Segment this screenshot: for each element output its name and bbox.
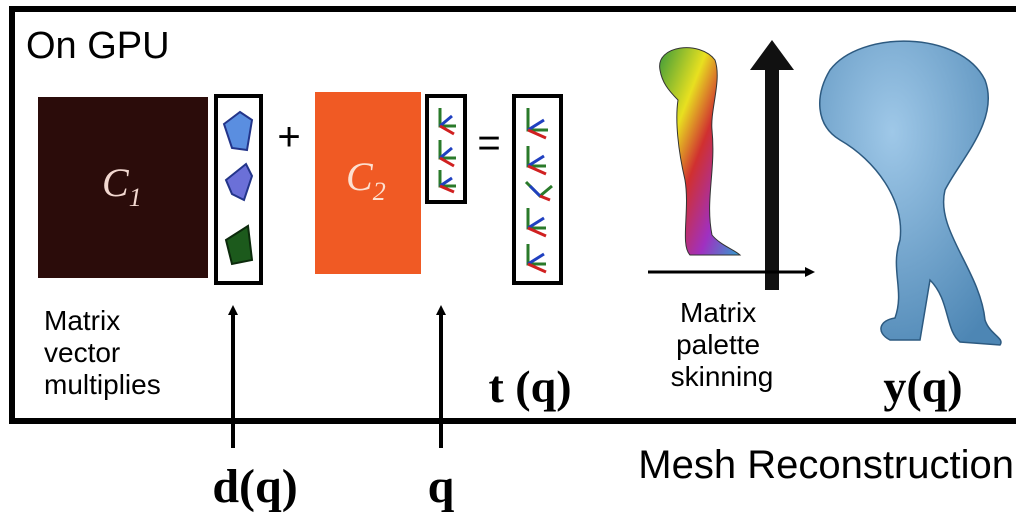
caption-line: Matrix [680,297,756,328]
caption-line: skinning [671,361,774,392]
caption: Matrix vector multiplies [44,305,161,400]
equals: = [477,121,500,165]
matrix-subscript: 1 [129,183,142,212]
colored-limb [660,48,740,255]
panel-title: On GPU [26,25,170,67]
plus: + [277,115,300,159]
matrix-letter: C [346,154,374,199]
q: q [428,460,455,513]
up-arrow-head [750,40,794,70]
caption-line: Matrix [44,305,120,336]
mesh-title: Mesh Reconstruction [638,443,1014,487]
diagram: On GPU C1 + C2 = Matrix vector multiplie… [0,0,1016,514]
caption: Matrix palette skinning [671,297,774,392]
caption-line: vector [44,337,120,368]
t-q: t (q) [488,361,571,412]
y-q: y(q) [883,361,962,412]
caption-line: multiplies [44,369,161,400]
caption-line: palette [676,329,760,360]
d-q: d(q) [212,460,297,513]
matrix-subscript: 2 [373,177,386,206]
matrix-letter: C [102,160,130,205]
blue-mesh [820,41,1001,345]
